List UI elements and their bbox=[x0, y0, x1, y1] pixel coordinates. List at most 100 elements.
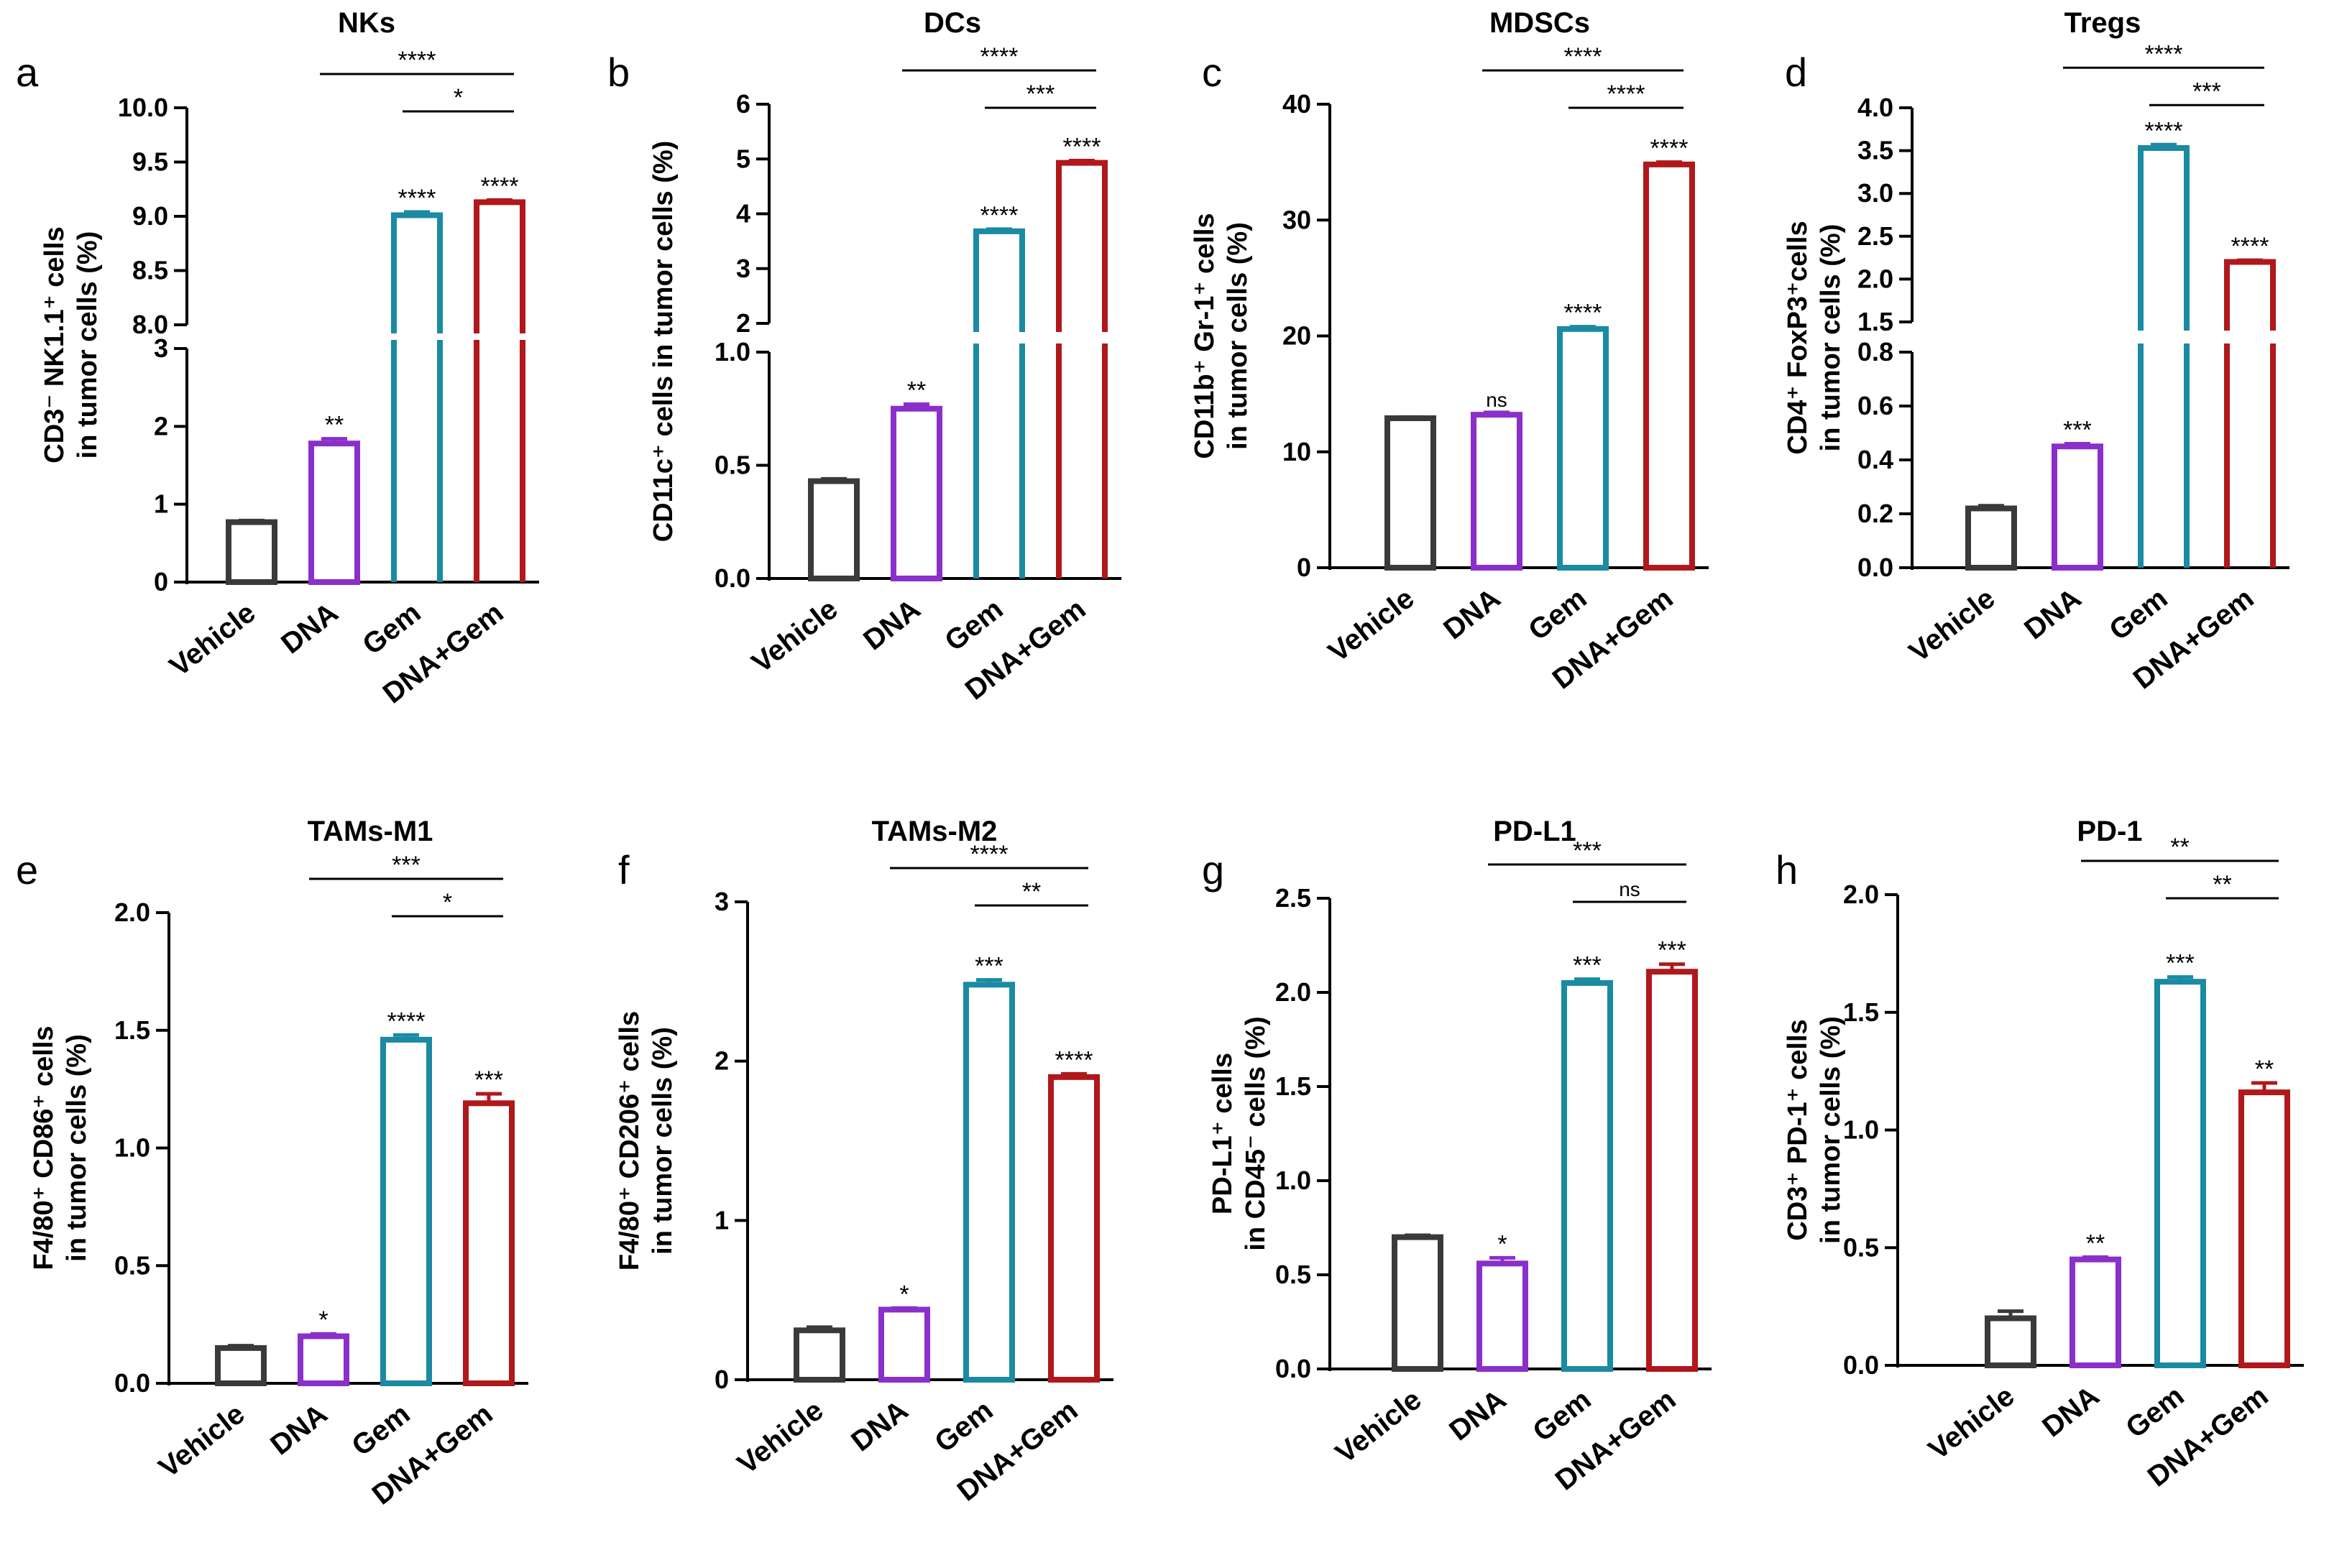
error-bar bbox=[821, 476, 847, 481]
error-bar bbox=[2167, 975, 2193, 982]
y-tick-label: 6 bbox=[736, 89, 750, 119]
panel-title: MDSCs bbox=[1489, 7, 1590, 39]
y-tick-label: 2 bbox=[154, 411, 168, 441]
error-bar bbox=[891, 1306, 917, 1310]
bar-significance: **** bbox=[1055, 1046, 1093, 1074]
y-axis-label: F4/80⁺ CD86⁺ cells in tumor cells (%) bbox=[29, 1025, 92, 1270]
y-tick-label: 10 bbox=[1282, 437, 1311, 466]
y-axis-label-line: in tumor cells (%) bbox=[648, 1027, 678, 1255]
bar-significance: ** bbox=[2255, 1056, 2274, 1083]
bar-significance: * bbox=[1497, 1230, 1507, 1258]
y-tick-label: 1.0 bbox=[114, 1133, 150, 1163]
error-bar bbox=[2237, 258, 2263, 262]
y-tick-label: 0.4 bbox=[1857, 445, 1893, 474]
comparison-significance: **** bbox=[980, 43, 1019, 70]
panel-letter: e bbox=[16, 847, 38, 893]
comparison-significance: * bbox=[454, 84, 463, 111]
y-axis-label: PD-L1⁺ cells in CD45⁻ cells (%) bbox=[1208, 1016, 1271, 1250]
y-tick-label: 20 bbox=[1282, 321, 1311, 351]
error-bar bbox=[228, 1344, 254, 1348]
panel-title: NKs bbox=[338, 7, 395, 39]
panel-letter: c bbox=[1202, 50, 1222, 95]
bar-significance: ** bbox=[907, 377, 926, 404]
error-bar bbox=[487, 198, 513, 203]
y-tick-label: 3 bbox=[154, 333, 168, 363]
bar-significance: *** bbox=[474, 1066, 503, 1094]
bar-significance: ** bbox=[325, 412, 344, 439]
y-axis-label-line: PD-L1⁺ cells bbox=[1208, 1053, 1238, 1214]
panel-letter: f bbox=[618, 847, 630, 893]
error-bar bbox=[2082, 1255, 2108, 1260]
y-tick-label: 8.5 bbox=[132, 256, 168, 285]
error-bar bbox=[1397, 415, 1423, 419]
y-axis-label-line: CD11c⁺ cells in tumor cells (%) bbox=[648, 141, 679, 543]
error-bar bbox=[1570, 325, 1596, 329]
y-tick-label: 3.5 bbox=[1857, 136, 1893, 165]
y-axis-label-line: CD3⁻ NK1.1⁺ cells bbox=[40, 226, 70, 463]
panel-title: Tregs bbox=[2064, 7, 2141, 39]
y-tick-label: 1 bbox=[715, 1205, 729, 1235]
comparison-significance: *** bbox=[1573, 837, 1602, 864]
bar-significance: **** bbox=[1063, 134, 1101, 161]
y-tick-label: 2.5 bbox=[1275, 883, 1311, 913]
y-axis-label: CD11c⁺ cells in tumor cells (%) bbox=[648, 141, 679, 543]
y-tick-label: 3.0 bbox=[1857, 178, 1893, 208]
comparison-significance: **** bbox=[398, 47, 436, 74]
y-tick-label: 0 bbox=[154, 567, 168, 596]
error-bar bbox=[2251, 1081, 2277, 1093]
error-bar bbox=[976, 978, 1002, 985]
y-tick-label: 2.0 bbox=[114, 898, 150, 927]
y-tick-label: 4.0 bbox=[1857, 93, 1893, 122]
error-bar bbox=[904, 402, 929, 409]
y-tick-label: 30 bbox=[1282, 205, 1311, 234]
bar-significance: **** bbox=[1650, 135, 1689, 162]
y-axis-label: CD3⁻ NK1.1⁺ cells in tumor cells (%) bbox=[40, 226, 103, 463]
y-axis-label-line: in CD45⁻ cells (%) bbox=[1241, 1016, 1271, 1250]
panel-title: DCs bbox=[924, 7, 981, 39]
y-tick-label: 2 bbox=[715, 1046, 729, 1076]
error-bar bbox=[1484, 410, 1510, 415]
y-tick-label: 0.6 bbox=[1857, 391, 1893, 420]
bar-significance: *** bbox=[975, 953, 1003, 980]
error-bar bbox=[476, 1092, 502, 1104]
comparison-significance: ** bbox=[2170, 834, 2189, 861]
y-axis-label-line: in tumor cells (%) bbox=[62, 1034, 92, 1262]
panel-title: PD-1 bbox=[2077, 816, 2142, 847]
y-tick-label: 5 bbox=[736, 144, 750, 173]
y-axis-label-line: in tumor cells (%) bbox=[1223, 222, 1253, 450]
error-bar bbox=[1659, 962, 1685, 972]
error-bar bbox=[807, 1325, 832, 1331]
y-tick-label: 0.0 bbox=[1843, 1350, 1879, 1380]
y-tick-label: 2 bbox=[736, 308, 750, 338]
y-tick-label: 2.0 bbox=[1275, 977, 1311, 1007]
error-bar bbox=[1061, 1071, 1087, 1077]
y-axis-label: CD3⁺ PD-1⁺ cells in tumor cells (%) bbox=[1783, 1016, 1846, 1244]
panel-title: TAMs-M2 bbox=[872, 816, 998, 847]
y-tick-label: 1.5 bbox=[1843, 997, 1879, 1027]
bar-significance: ** bbox=[2086, 1230, 2105, 1257]
y-tick-label: 1.5 bbox=[1275, 1071, 1311, 1101]
comparison-significance: **** bbox=[1564, 43, 1602, 70]
y-axis-label-line: F4/80⁺ CD206⁺ cells bbox=[615, 1011, 645, 1270]
bar-significance: * bbox=[899, 1281, 909, 1308]
y-tick-label: 0 bbox=[715, 1365, 729, 1394]
y-tick-label: 1 bbox=[154, 489, 168, 519]
y-tick-label: 1.0 bbox=[715, 337, 750, 366]
y-axis-label: F4/80⁺ CD206⁺ cells in tumor cells (%) bbox=[615, 1011, 678, 1270]
error-bar bbox=[986, 227, 1012, 231]
comparison-significance: ** bbox=[2213, 871, 2231, 898]
error-bar bbox=[239, 518, 265, 522]
y-tick-label: 0.5 bbox=[114, 1250, 150, 1280]
error-bar bbox=[1656, 160, 1682, 165]
y-tick-label: 9.5 bbox=[132, 147, 168, 177]
y-axis-label-line: CD4⁺ FoxP3⁺cells bbox=[1783, 221, 1813, 454]
y-tick-label: 10.0 bbox=[118, 93, 168, 122]
error-bar bbox=[321, 437, 347, 444]
bar-significance: *** bbox=[1573, 952, 1602, 979]
y-tick-label: 9.0 bbox=[132, 201, 168, 231]
error-bar bbox=[1978, 504, 2004, 509]
bar-significance: **** bbox=[2145, 117, 2183, 144]
comparison-significance: ns bbox=[1619, 878, 1640, 900]
y-tick-label: 40 bbox=[1282, 89, 1311, 119]
bar-significance: **** bbox=[398, 185, 436, 212]
